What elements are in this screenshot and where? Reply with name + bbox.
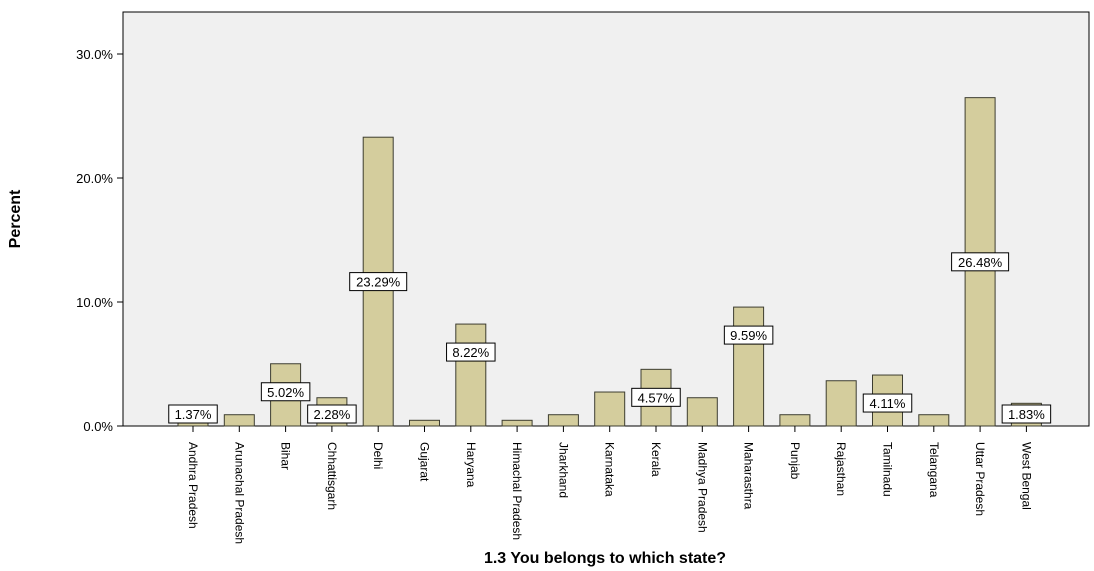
x-tick-label: Jharkhand [556, 442, 570, 498]
bar-haryana [455, 323, 487, 427]
x-tick-label: Delhi [371, 442, 385, 469]
x-tick-label: Bihar [279, 442, 293, 470]
bar-arunachal-pradesh [223, 414, 255, 427]
data-label-box [168, 404, 218, 424]
bar-maharasthra [733, 306, 765, 427]
bar-himachal-pradesh [501, 419, 533, 427]
data-label: 26.48% [958, 255, 1003, 270]
x-tick-label: Madhya Pradesh [695, 442, 709, 533]
x-tick-label: Uttar Pradesh [973, 442, 987, 516]
bar-karnataka [594, 391, 626, 427]
data-label: 5.02% [267, 385, 304, 400]
data-label-box [307, 404, 357, 424]
x-tick-label: Andhra Pradesh [186, 442, 200, 529]
x-tick-label: Haryana [464, 442, 478, 488]
bar-rajasthan [825, 380, 857, 427]
data-label-box [446, 342, 496, 362]
data-label-box [862, 393, 913, 413]
x-tick-label: Punjab [788, 442, 802, 480]
bar-gujarat [409, 419, 440, 427]
data-label: 1.37% [175, 407, 212, 422]
data-label-box [349, 272, 408, 292]
data-label: 9.59% [730, 328, 767, 343]
data-label: 23.29% [356, 275, 401, 290]
x-tick-label: Rajasthan [834, 442, 848, 496]
data-label: 4.57% [638, 390, 675, 405]
data-label-box [1001, 404, 1052, 424]
data-label-box [260, 382, 311, 402]
y-tick-label: 0.0% [83, 419, 113, 434]
bar-punjab [779, 414, 811, 427]
x-tick-label: Himachal Pradesh [510, 442, 524, 540]
data-label: 8.22% [452, 345, 489, 360]
data-label-box [631, 387, 681, 407]
bar-madhya-pradesh [686, 397, 718, 427]
plot-area [122, 11, 1090, 427]
x-tick-label: Maharasthra [742, 442, 756, 510]
data-label: 1.83% [1008, 407, 1045, 422]
x-tick-label: Chhattisgarh [325, 442, 339, 510]
bar-telangana [918, 414, 950, 427]
y-axis-title: Percent [7, 189, 24, 248]
y-tick-label: 20.0% [76, 171, 113, 186]
y-tick-label: 30.0% [76, 47, 113, 62]
x-tick-label: Arunachal Pradesh [232, 442, 246, 544]
x-tick-label: Kerala [649, 442, 663, 477]
x-axis-title: 1.3 You belongs to which state? [484, 550, 726, 567]
data-labels: 1.37% 5.02% 2.28% 23.29% 8.22% 4.57% 9.59% 4.11… [168, 252, 1052, 424]
data-label-box [951, 252, 1010, 272]
x-tick-label: West Bengal [1019, 442, 1033, 510]
y-axis: 0.0% 10.0% 20.0% 30.0% [76, 47, 123, 434]
bar-jharkhand [547, 414, 579, 427]
x-axis: Andhra Pradesh Arunachal Pradesh Bihar Chha… [186, 426, 1033, 544]
x-tick-label: Karnataka [603, 442, 617, 497]
x-tick-label: Tamilnadu [881, 442, 895, 497]
data-label: 2.28% [313, 407, 350, 422]
y-tick-label: 10.0% [76, 295, 113, 310]
data-label: 4.11% [870, 396, 906, 411]
data-label-box [723, 325, 774, 345]
x-tick-label: Telangana [927, 442, 941, 498]
x-tick-label: Gujarat [418, 442, 432, 482]
